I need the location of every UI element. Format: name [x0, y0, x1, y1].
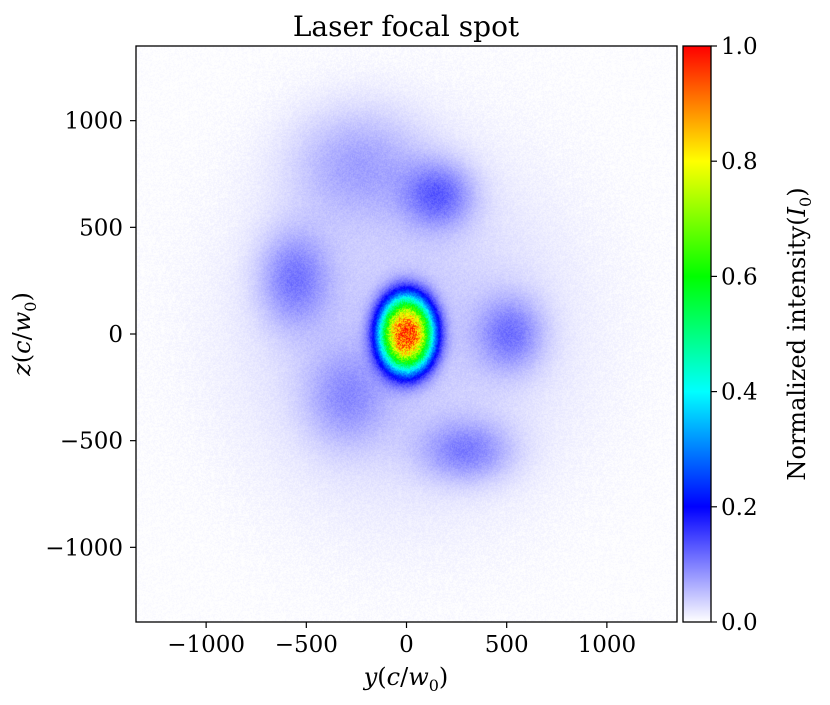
colorbar-ticks: 0.0 0.2 0.4 0.6 0.8 1.0	[711, 34, 758, 636]
x-tick-label: 500	[485, 632, 529, 658]
y-axis-label-w: w	[8, 311, 36, 332]
colorbar-tick-label: 0.8	[721, 149, 758, 175]
colorbar-label-prefix: Normalized intensity(	[783, 216, 811, 480]
y-axis-label: z(c/w0)	[8, 292, 40, 377]
x-tick-label: 0	[399, 632, 414, 658]
y-tick-label: 500	[79, 215, 123, 241]
x-axis-label-sub: 0	[429, 676, 439, 695]
x-tick-label: −500	[275, 632, 338, 658]
x-axis-label-rparen: )	[439, 663, 448, 691]
colorbar-tick-label: 0.4	[721, 380, 758, 406]
colorbar-label-suffix: )	[783, 187, 811, 196]
colorbar-label: Normalized intensity(I0)	[783, 187, 815, 480]
y-axis-label-var: z	[8, 363, 36, 377]
y-axis-label-sub: 0	[21, 302, 40, 312]
colorbar	[682, 45, 712, 623]
x-axis-ticks: −1000 −500 0 500 1000	[167, 622, 636, 658]
colorbar-label-var: I	[783, 206, 811, 217]
colorbar-tick-label: 0.6	[721, 264, 758, 290]
y-axis-label-lparen: (	[8, 354, 36, 363]
y-axis-label-rparen: )	[8, 292, 36, 301]
y-axis-ticks: 1000 500 0 −500 −1000	[45, 109, 136, 561]
x-tick-label: −1000	[167, 632, 245, 658]
x-axis-label-lparen: (	[377, 663, 386, 691]
x-axis-label-slash: /	[400, 663, 409, 691]
colorbar-tick-label: 0.2	[721, 495, 758, 521]
y-axis-label-slash: /	[8, 331, 36, 340]
heatmap-image-container	[136, 46, 677, 622]
x-tick-label: 1000	[578, 632, 637, 658]
colorbar-label-sub: 0	[796, 197, 815, 207]
heatmap-image	[136, 46, 677, 622]
y-tick-label: −1000	[45, 535, 123, 561]
colorbar-tick-label: 1.0	[721, 34, 758, 60]
x-axis-label-var: y	[363, 663, 378, 691]
x-axis-label: y(c/w0)	[363, 663, 449, 695]
y-axis-label-c: c	[8, 340, 36, 353]
y-tick-label: 1000	[64, 109, 123, 135]
y-tick-label: −500	[60, 429, 123, 455]
chart-title: Laser focal spot	[293, 10, 520, 43]
x-axis-label-c: c	[387, 663, 400, 691]
colorbar-tick-label: 0.0	[721, 610, 758, 636]
x-axis-label-w: w	[408, 663, 429, 691]
y-tick-label: 0	[108, 322, 123, 348]
